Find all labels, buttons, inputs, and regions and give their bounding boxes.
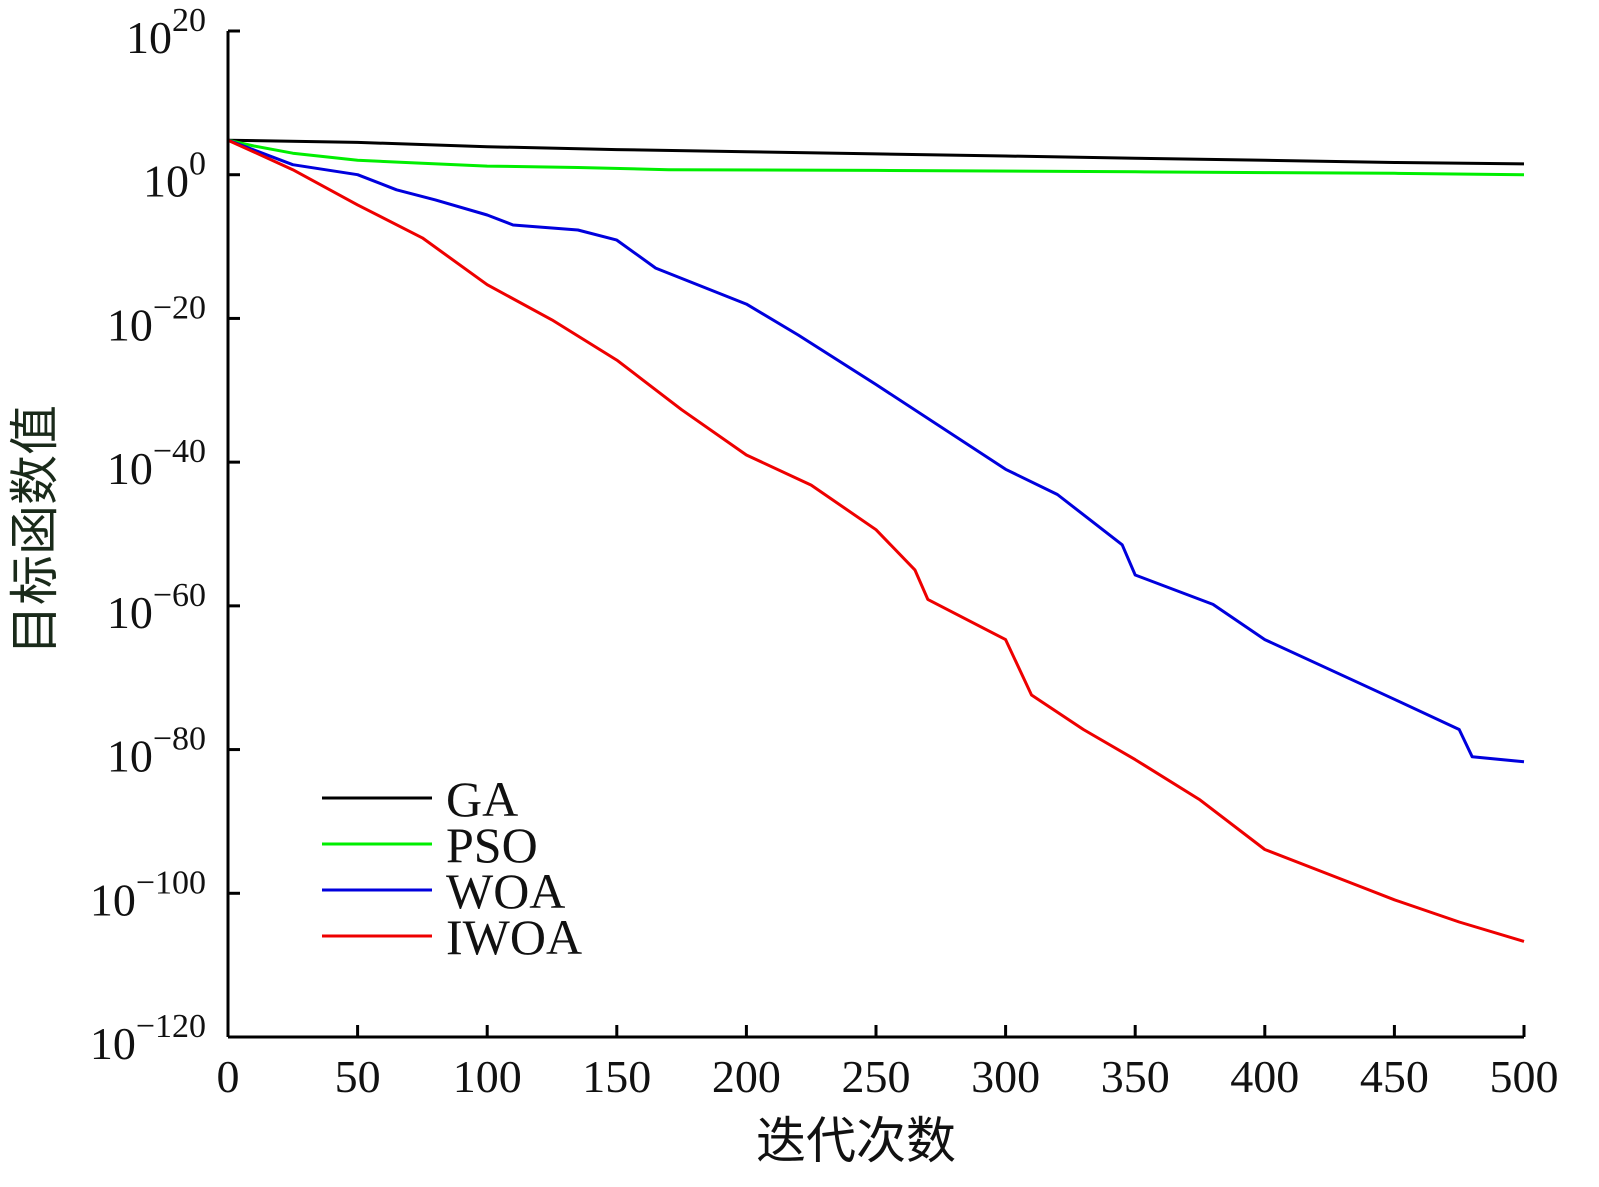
y-tick-exponent: 0 (189, 146, 206, 183)
series-line-pso (227, 138, 1525, 177)
series-line-iwoa (227, 138, 1525, 943)
legend-label: GA (446, 771, 518, 827)
legend-label: IWOA (446, 909, 582, 965)
y-tick-label: 10−60 (107, 577, 206, 638)
x-tick-label: 400 (1230, 1051, 1299, 1102)
x-tick-label: 350 (1101, 1051, 1170, 1102)
y-tick-base: 10 (107, 731, 153, 782)
x-tick-label: 500 (1490, 1051, 1559, 1102)
legend-label: PSO (446, 817, 538, 873)
x-tick-label: 50 (335, 1051, 381, 1102)
y-tick-label: 100 (143, 146, 206, 207)
y-tick-base: 10 (90, 1018, 136, 1069)
y-tick-exponent: −100 (136, 864, 206, 901)
y-tick-base: 10 (90, 874, 136, 925)
y-tick-base: 10 (107, 299, 153, 350)
x-tick-label: 300 (971, 1051, 1040, 1102)
x-tick-label: 250 (842, 1051, 911, 1102)
y-tick-base: 10 (126, 12, 172, 63)
y-tick-label: 10−80 (107, 721, 206, 782)
y-tick-base: 10 (143, 156, 189, 207)
x-tick-label: 150 (582, 1051, 651, 1102)
y-tick-exponent: −120 (136, 1008, 206, 1045)
y-tick-exponent: −80 (153, 721, 206, 758)
y-tick-exponent: −20 (153, 289, 206, 326)
y-tick-label: 10−40 (107, 433, 206, 494)
x-axis-label: 迭代次数 (756, 1113, 956, 1169)
legend-label: WOA (446, 863, 565, 919)
y-tick-label: 10−100 (90, 864, 206, 925)
y-tick-base: 10 (107, 443, 153, 494)
y-tick-exponent: −40 (153, 433, 206, 470)
y-tick-exponent: −60 (153, 577, 206, 614)
y-tick-base: 10 (107, 587, 153, 638)
y-tick-label: 10−20 (107, 289, 206, 350)
x-tick-label: 0 (217, 1051, 240, 1102)
plot-area (227, 138, 1525, 943)
y-tick-exponent: 20 (172, 2, 206, 39)
x-tick-label: 200 (712, 1051, 781, 1102)
x-ticks: 0 50 100 150 200 250 300 350 400 450 500 (217, 1025, 1559, 1102)
y-axis-label: 目标函数值 (7, 405, 63, 655)
series-line-ga (227, 138, 1525, 166)
y-tick-label: 10−120 (90, 1008, 206, 1069)
x-tick-label: 100 (453, 1051, 522, 1102)
series-line-woa (227, 138, 1525, 764)
y-tick-label: 1020 (126, 2, 206, 63)
x-tick-label: 450 (1360, 1051, 1429, 1102)
